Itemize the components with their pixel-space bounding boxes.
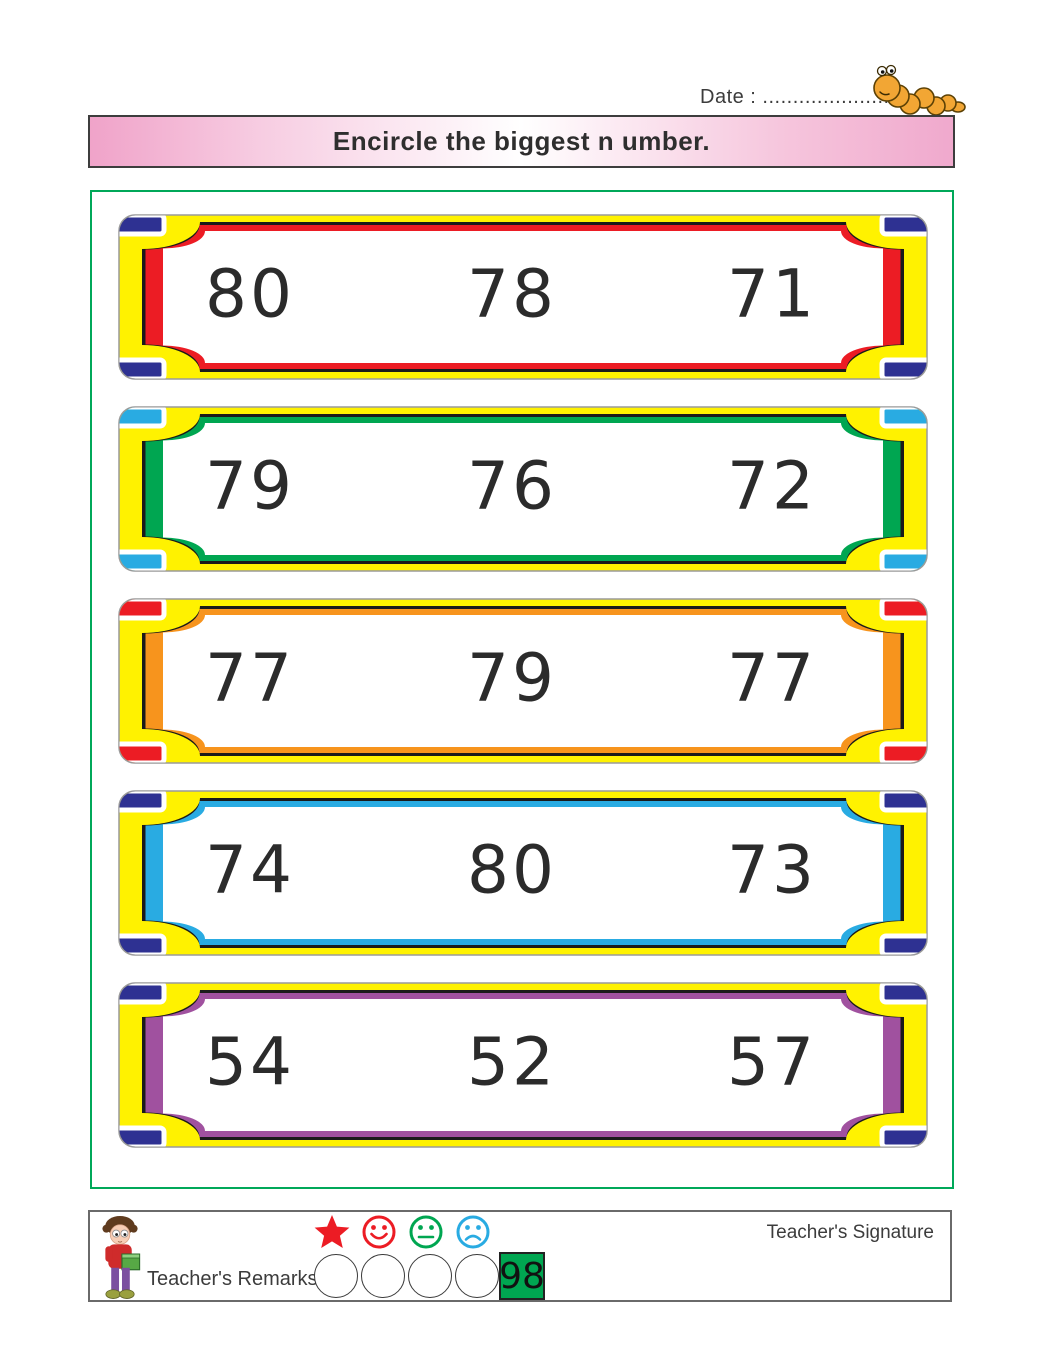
rating-icons: [314, 1214, 491, 1250]
number-option[interactable]: 78: [467, 255, 557, 333]
number-option[interactable]: 76: [467, 447, 557, 525]
sad-face-icon: [456, 1215, 490, 1249]
page-title: Encircle the biggest n umber.: [332, 126, 711, 156]
title-banner: Encircle the biggest n umber.: [88, 115, 955, 168]
number-option[interactable]: 71: [727, 255, 817, 333]
number-card: 79 76 72: [118, 406, 928, 572]
remark-circle[interactable]: [455, 1254, 499, 1298]
number-option[interactable]: 79: [205, 447, 295, 525]
teacher-signature-label: Teacher's Signature: [766, 1222, 934, 1243]
number-option[interactable]: 73: [727, 831, 817, 909]
score-value: 98: [499, 1255, 545, 1297]
number-option[interactable]: 72: [727, 447, 817, 525]
number-option[interactable]: 52: [467, 1023, 557, 1101]
number-option[interactable]: 80: [205, 255, 295, 333]
teacher-remarks-bar: Teacher's Remarks :: [88, 1210, 952, 1302]
number-card: 80 78 71: [118, 214, 928, 380]
remark-circle[interactable]: [314, 1254, 358, 1298]
remark-circle[interactable]: [361, 1254, 405, 1298]
star-icon: [314, 1215, 350, 1248]
number-option[interactable]: 77: [727, 639, 817, 717]
happy-face-icon: [362, 1215, 396, 1249]
number-option[interactable]: 79: [467, 639, 557, 717]
number-option[interactable]: 80: [467, 831, 557, 909]
number-option[interactable]: 54: [205, 1023, 295, 1101]
neutral-face-icon: [409, 1215, 443, 1249]
number-option[interactable]: 74: [205, 831, 295, 909]
caterpillar-icon: [873, 64, 966, 116]
number-option[interactable]: 57: [727, 1023, 817, 1101]
student-boy-icon: [102, 1215, 141, 1299]
teacher-remarks-label: Teacher's Remarks :: [147, 1268, 329, 1290]
number-card: 54 52 57: [118, 982, 928, 1148]
number-card: 77 79 77: [118, 598, 928, 764]
exercise-area: 80 78 71 79 76 72 77 79 77 74 80 73 54 5…: [90, 190, 954, 1189]
number-card: 74 80 73: [118, 790, 928, 956]
remark-circle[interactable]: [408, 1254, 452, 1298]
score-badge: 98: [499, 1252, 545, 1300]
remark-checkboxes: [314, 1254, 499, 1298]
number-option[interactable]: 77: [205, 639, 295, 717]
